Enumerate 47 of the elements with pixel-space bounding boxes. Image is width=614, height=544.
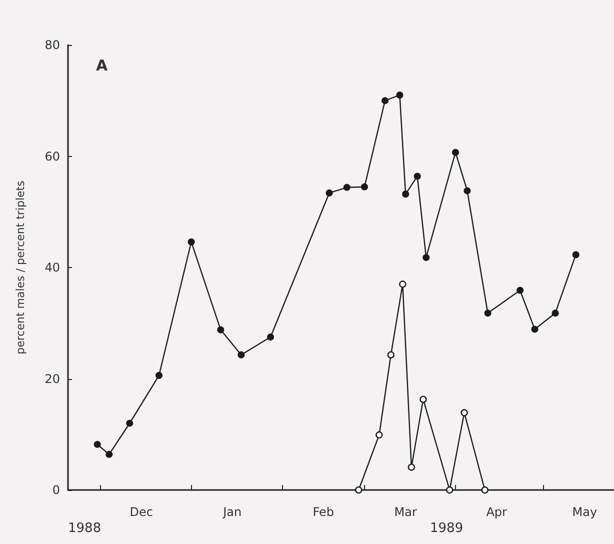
point [106,450,113,458]
y-tick-label: 80 [44,38,60,52]
text: 1989 [430,521,464,536]
x-tick-label: Apr [486,505,508,519]
point [531,326,538,333]
point [460,409,468,416]
point [217,326,224,334]
x-tick-label: Dec [130,505,154,519]
y-axis-title: percent males / percent triplets [14,180,27,354]
point [408,464,416,471]
point [396,92,404,99]
point [420,396,427,403]
y-tick-label: 20 [44,372,60,386]
point [355,486,362,494]
point [484,310,492,317]
point [126,420,134,427]
point [402,190,410,198]
y-tick-label: 40 [44,260,60,274]
point [399,280,406,288]
x-tick-label: May [572,505,598,519]
y-tick-label: 0 [52,483,60,497]
point [446,486,454,494]
point [414,172,421,180]
point [382,97,389,104]
x-tick-label: Jan [222,505,242,519]
point [343,184,350,191]
point [188,238,195,246]
point [156,372,162,379]
point [452,148,459,156]
point [326,189,333,196]
point [360,183,368,190]
point [376,431,383,439]
point [387,351,395,358]
annotation: A [96,56,108,74]
point [464,187,471,194]
point [422,254,430,261]
point [238,351,245,358]
point [516,286,524,294]
point [552,310,559,317]
y-tick-label: 60 [44,149,60,164]
x-tick-label: Feb [312,505,334,519]
text: 1988 [68,521,102,536]
point [481,486,488,494]
x-tick-label: Mar [394,505,417,519]
point [267,334,274,341]
point [572,251,580,258]
point [94,440,101,448]
